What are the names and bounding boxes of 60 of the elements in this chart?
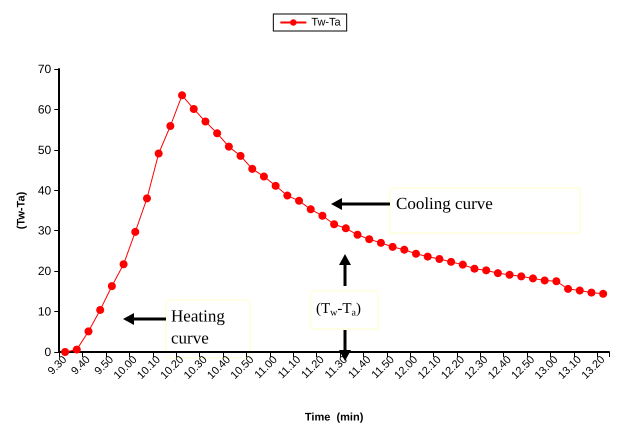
point: [482, 266, 490, 274]
point: [528, 274, 537, 282]
point: [552, 277, 560, 286]
point: [224, 142, 233, 151]
point: [131, 228, 140, 236]
point: [458, 260, 467, 269]
y-tick-label: 60: [38, 102, 52, 116]
x-tick-label: 9.40: [69, 354, 93, 378]
point: [342, 224, 350, 232]
point: [154, 150, 163, 158]
point: [599, 290, 608, 298]
point: [178, 91, 186, 100]
point: [190, 105, 198, 114]
y-tick-label: 70: [38, 62, 52, 76]
point: [236, 152, 245, 160]
point: [540, 276, 549, 284]
point: [213, 129, 222, 138]
x-axis-title: Time (min): [304, 412, 364, 424]
y-tick-label: 0: [44, 345, 52, 359]
point: [318, 212, 326, 220]
point: [412, 250, 420, 258]
point: [260, 172, 268, 181]
point: [506, 270, 514, 279]
point: [576, 286, 584, 295]
point: [72, 346, 81, 354]
point: [587, 288, 596, 297]
y-tick-label: 40: [38, 183, 52, 198]
legend-label: Tw-Ta: [311, 16, 342, 28]
point: [295, 196, 304, 205]
point: [96, 306, 104, 314]
point: [424, 252, 432, 261]
point: [272, 182, 280, 190]
point: [283, 192, 292, 200]
point: [470, 264, 478, 273]
point: [447, 258, 456, 266]
point: [376, 238, 385, 247]
point: [330, 220, 338, 228]
point: [108, 282, 116, 290]
point: [388, 242, 397, 251]
point: [84, 327, 92, 336]
point: [248, 164, 256, 173]
y-tick-label: 30: [38, 224, 52, 238]
point: [517, 272, 526, 280]
y-axis-title: (Tw-Ta): [16, 191, 28, 230]
point: [166, 122, 174, 130]
point: [201, 118, 210, 126]
point: [142, 194, 151, 202]
annotation: Heating curve: [171, 306, 226, 348]
point: [354, 230, 362, 239]
point: [120, 260, 128, 268]
point: [494, 269, 502, 278]
y-tick-label: 20: [38, 264, 52, 278]
point: [306, 205, 315, 214]
y-tick-label: 50: [38, 142, 52, 157]
point: [400, 246, 408, 254]
point: [365, 235, 374, 244]
point: [564, 284, 572, 293]
annotation: Cooling curve: [396, 194, 493, 213]
point: [435, 255, 444, 264]
y-tick-label: 10: [38, 304, 52, 319]
